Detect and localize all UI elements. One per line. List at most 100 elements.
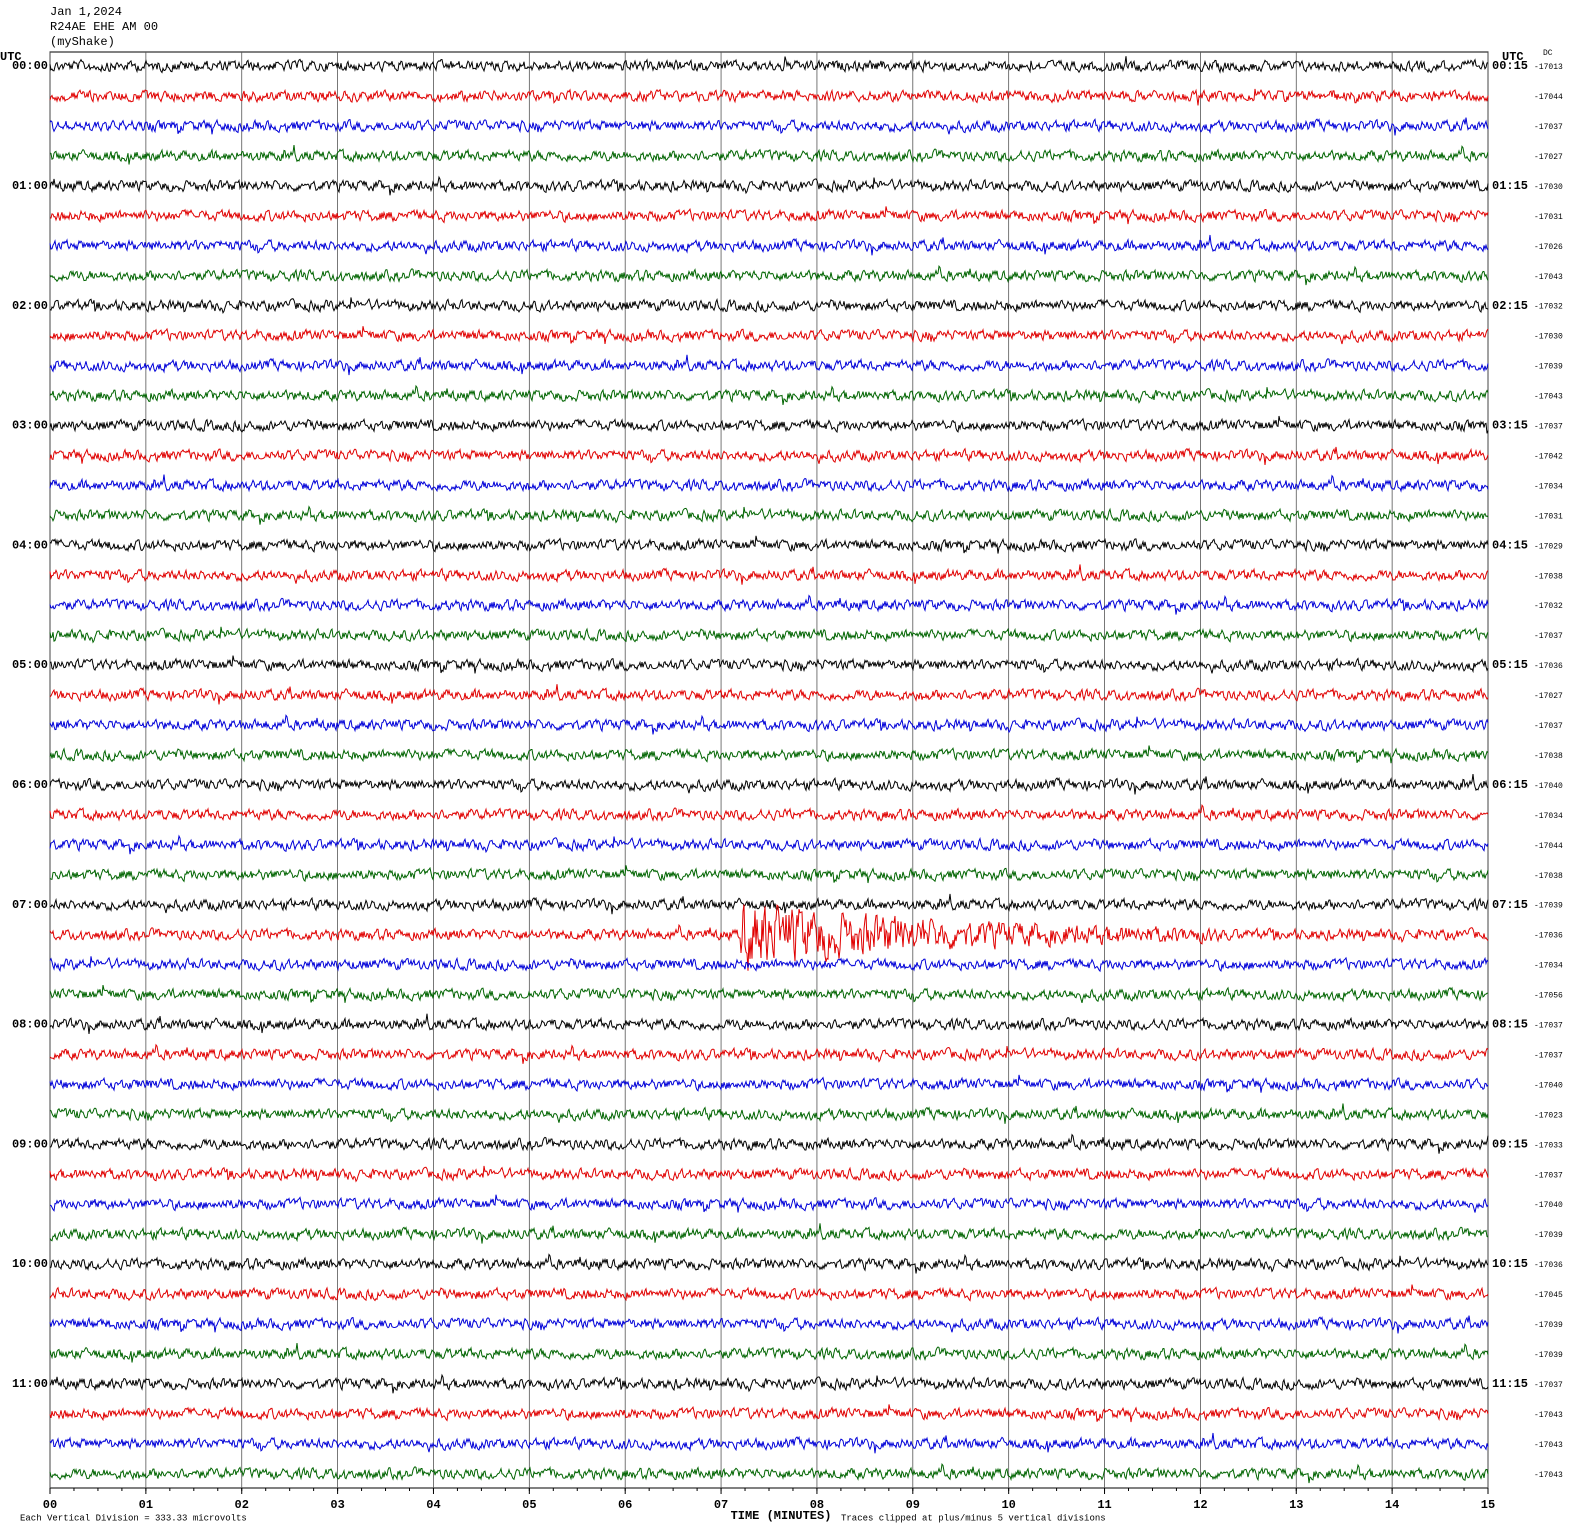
dc-value: -17023 [1534,1111,1563,1120]
trace [49,1043,1489,1064]
x-tick-label: 03 [330,1498,344,1512]
trace [49,893,1489,915]
trace [49,1315,1489,1334]
dc-value: -17034 [1534,812,1563,821]
x-tick-label: 10 [1001,1498,1015,1512]
x-tick-label: 06 [618,1498,632,1512]
trace [49,1074,1489,1093]
dc-value: -17039 [1534,1321,1563,1330]
trace [49,714,1489,735]
trace [49,535,1489,554]
dc-value: -17027 [1534,692,1563,701]
dc-value: -17056 [1534,992,1563,1001]
right-time-label: 06:15 [1492,778,1528,792]
dc-value: -17040 [1534,782,1563,791]
dc-value: -17036 [1534,1261,1563,1270]
clip-note: Traces clipped at plus/minus 5 vertical … [841,1513,1106,1523]
dc-value: -17039 [1534,363,1563,372]
trace [49,175,1489,196]
title-line: R24AE EHE AM 00 [50,20,158,34]
dc-value: -17032 [1534,602,1563,611]
dc-value: -17043 [1534,273,1563,282]
dc-title: DC [1543,49,1553,58]
dc-value: -17037 [1534,1051,1563,1060]
x-tick-label: 09 [906,1498,920,1512]
left-time-label: 06:00 [12,778,48,792]
dc-value: -17013 [1534,63,1563,72]
trace [49,206,1489,225]
x-tick-label: 13 [1289,1498,1303,1512]
trace [49,956,1489,973]
trace [49,117,1489,136]
trace [49,384,1489,405]
x-tick-label: 12 [1193,1498,1207,1512]
dc-value: -17036 [1534,662,1563,671]
trace [49,446,1489,465]
trace [49,354,1489,376]
trace [49,804,1489,823]
trace [49,626,1489,644]
dc-value: -17031 [1534,512,1563,521]
dc-value: -17044 [1534,93,1563,102]
x-tick-label: 14 [1385,1498,1399,1512]
dc-value: -17043 [1534,393,1563,402]
trace [49,564,1489,585]
x-tick-label: 02 [235,1498,249,1512]
dc-value: -17040 [1534,1081,1563,1090]
trace [49,1013,1489,1035]
dc-value: -17038 [1534,752,1563,761]
trace [49,684,1489,705]
trace [49,415,1489,434]
dc-value: -17037 [1534,1022,1563,1031]
trace [49,1432,1489,1454]
dc-value: -17033 [1534,1141,1563,1150]
left-time-label: 07:00 [12,898,48,912]
dc-value: -17029 [1534,542,1563,551]
left-time-label: 11:00 [12,1377,48,1391]
trace [49,1223,1489,1244]
trace [49,474,1489,493]
trace [49,1343,1489,1363]
right-axis-title: UTC [1502,50,1524,64]
right-time-label: 10:15 [1492,1257,1528,1271]
x-tick-label: 04 [426,1498,440,1512]
left-time-label: 05:00 [12,658,48,672]
left-time-label: 09:00 [12,1137,48,1151]
left-time-label: 01:00 [12,179,48,193]
x-tick-label: 05 [522,1498,536,1512]
title-line: (myShake) [50,35,115,49]
dc-value: -17043 [1534,1471,1563,1480]
dc-value: -17043 [1534,1441,1563,1450]
trace [49,774,1489,795]
dc-value: -17039 [1534,1351,1563,1360]
dc-value: -17026 [1534,243,1563,252]
right-time-label: 04:15 [1492,538,1528,552]
trace [49,655,1489,674]
trace [49,834,1489,855]
trace [49,904,1489,971]
trace [49,1462,1489,1484]
dc-value: -17037 [1534,1171,1563,1180]
right-time-label: 09:15 [1492,1137,1528,1151]
trace [49,145,1489,165]
left-axis-title: UTC [0,50,22,64]
trace [49,745,1489,764]
trace [49,234,1489,256]
dc-value: -17034 [1534,962,1563,971]
dc-value: -17030 [1534,183,1563,192]
right-time-label: 01:15 [1492,179,1528,193]
dc-value: -17040 [1534,1201,1563,1210]
dc-value: -17044 [1534,842,1563,851]
dc-value: -17038 [1534,872,1563,881]
dc-value: -17043 [1534,1411,1563,1420]
x-tick-label: 15 [1481,1498,1495,1512]
left-time-label: 08:00 [12,1018,48,1032]
trace [49,264,1489,286]
right-time-label: 08:15 [1492,1018,1528,1032]
left-time-label: 04:00 [12,538,48,552]
dc-value: -17036 [1534,932,1563,941]
title-line: Jan 1,2024 [50,5,122,19]
right-time-label: 11:15 [1492,1377,1528,1391]
dc-value: -17027 [1534,153,1563,162]
